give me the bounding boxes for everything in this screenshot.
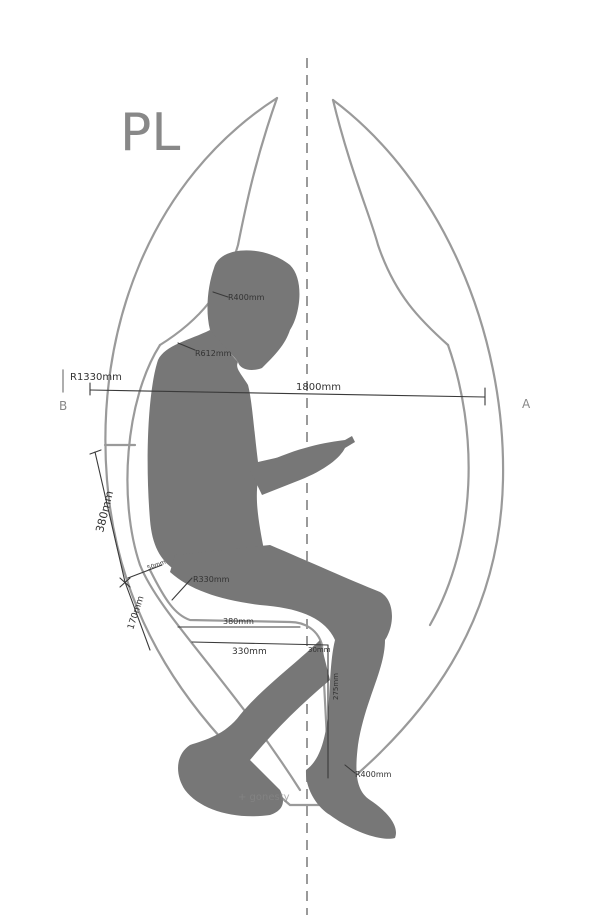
back-height-line <box>94 451 126 583</box>
seat-radius-label: R330mm <box>193 575 230 584</box>
person-silhouette <box>147 250 396 839</box>
lower-back-line <box>124 581 151 651</box>
seat-depth-bottom-label: 330mm <box>232 647 267 657</box>
seat-pad <box>148 568 332 807</box>
outer-radius-label: R1330mm <box>70 372 122 383</box>
offset-line <box>127 564 163 579</box>
lower-back-label: 170mm <box>126 595 146 631</box>
watermark: + gonesty <box>238 792 290 803</box>
width-dimension-line <box>89 389 486 398</box>
lower-back-cross-b <box>119 577 131 588</box>
sketch-title: PL <box>120 103 180 163</box>
section-mark-b: B <box>59 399 67 413</box>
right-inner-shell <box>428 343 470 627</box>
back-height-tick-top <box>89 449 102 455</box>
width-label: 1800mm <box>296 382 341 393</box>
head-radius-leader <box>212 291 229 298</box>
bottom-radius-label: R400mm <box>355 770 392 779</box>
seat-depth-bottom-line <box>191 641 329 646</box>
shoulder-radius-leader <box>177 342 196 351</box>
right-canopy-flap <box>331 98 450 347</box>
section-mark-a: A <box>522 397 531 411</box>
head-radius-label: R400mm <box>228 293 265 302</box>
seat-height-label: 275mm <box>332 673 340 700</box>
bottom-radius-leader <box>344 764 356 774</box>
shoulder-radius-label: R612mm <box>195 349 232 358</box>
left-canopy-flap <box>158 96 279 347</box>
offset-label: 50mm <box>146 559 167 572</box>
seat-radius-leader <box>171 577 193 601</box>
seat-depth-top-label: 380mm <box>223 617 254 626</box>
left-inner-shell <box>126 343 302 792</box>
front-offset-label: 30mm <box>308 646 331 654</box>
